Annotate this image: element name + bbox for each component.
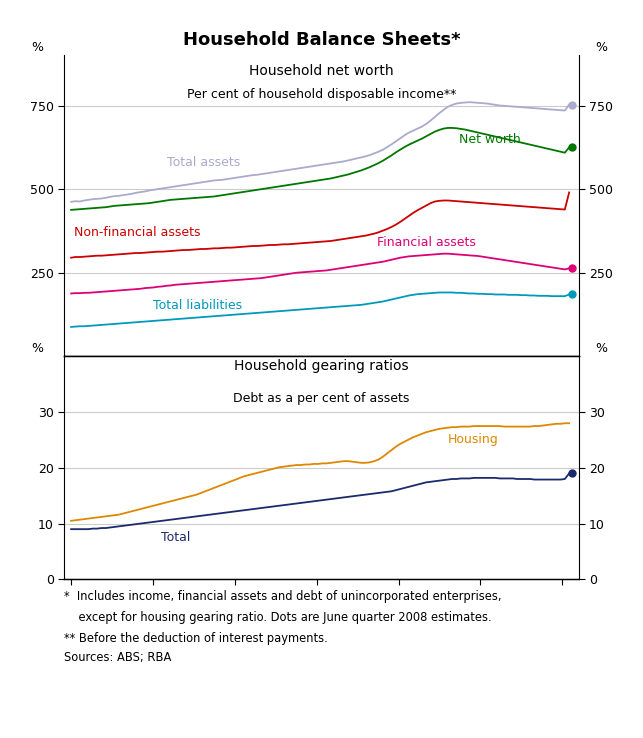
Text: Household net worth: Household net worth xyxy=(249,64,394,78)
Text: %: % xyxy=(31,342,43,355)
Text: %: % xyxy=(595,342,607,355)
Text: %: % xyxy=(31,41,43,54)
Text: Household Balance Sheets*: Household Balance Sheets* xyxy=(183,31,460,49)
Text: Debt as a per cent of assets: Debt as a per cent of assets xyxy=(233,392,410,405)
Text: Total: Total xyxy=(161,531,190,545)
Text: Financial assets: Financial assets xyxy=(377,236,476,249)
Text: %: % xyxy=(595,41,607,54)
Text: *  Includes income, financial assets and debt of unincorporated enterprises,: * Includes income, financial assets and … xyxy=(64,590,502,604)
Text: Sources: ABS; RBA: Sources: ABS; RBA xyxy=(64,651,172,664)
Text: Total liabilities: Total liabilities xyxy=(153,299,242,311)
Text: ** Before the deduction of interest payments.: ** Before the deduction of interest paym… xyxy=(64,632,328,645)
Text: Net worth: Net worth xyxy=(458,133,520,146)
Text: Housing: Housing xyxy=(448,432,498,446)
Text: Household gearing ratios: Household gearing ratios xyxy=(234,359,409,373)
Text: Per cent of household disposable income**: Per cent of household disposable income*… xyxy=(187,89,456,101)
Text: Total assets: Total assets xyxy=(167,156,240,169)
Text: Non-financial assets: Non-financial assets xyxy=(74,226,201,239)
Text: except for housing gearing ratio. Dots are June quarter 2008 estimates.: except for housing gearing ratio. Dots a… xyxy=(64,611,492,624)
